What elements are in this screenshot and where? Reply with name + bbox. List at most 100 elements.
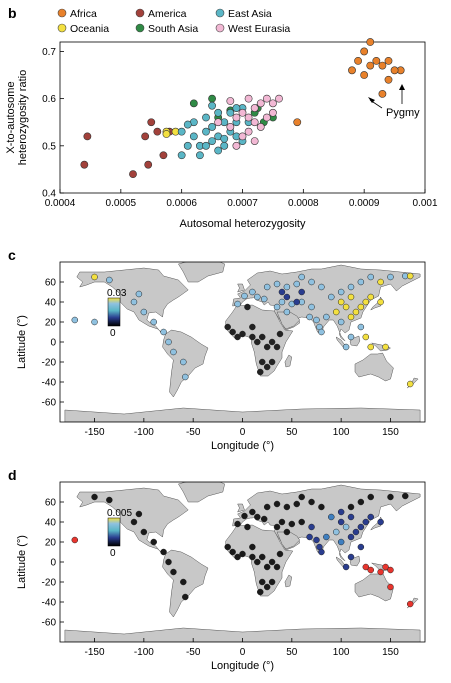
legend-label: America <box>148 8 187 20</box>
map-point <box>283 308 291 316</box>
data-point-africa <box>354 56 362 65</box>
map-point <box>224 323 231 331</box>
map-point <box>306 533 313 541</box>
y-tick-label: 40 <box>45 518 57 529</box>
map-point <box>367 493 374 501</box>
map-point <box>293 298 301 306</box>
data-point-america <box>147 118 156 127</box>
map-point <box>71 316 79 324</box>
map-point <box>367 293 374 301</box>
map-point <box>135 290 143 298</box>
land-mass <box>237 283 245 293</box>
map-point <box>241 292 248 300</box>
map-point <box>357 543 365 551</box>
map-point <box>276 550 284 558</box>
map-point <box>318 283 325 291</box>
map-point <box>382 343 389 351</box>
y-tick-label-b: 0.7 <box>42 47 56 58</box>
map-point <box>170 348 177 356</box>
y-axis-label-b: X-to-autosomeheterozygosity ratio <box>5 70 29 165</box>
colorbar <box>107 517 121 547</box>
data-point-america <box>159 151 168 160</box>
panel-b: b Africa America Oceania South Asia East Asia… <box>5 5 438 230</box>
map-point <box>258 333 266 341</box>
data-point-east-asia <box>214 108 223 117</box>
map-point <box>258 553 266 561</box>
map-point <box>249 323 256 331</box>
x-tick-label: -100 <box>134 427 154 438</box>
map-point <box>249 543 256 551</box>
x-tick-label: 150 <box>382 647 399 658</box>
map-point <box>224 543 231 551</box>
map-point <box>318 328 325 336</box>
data-point-east-asia <box>220 134 229 143</box>
map-point <box>377 298 384 306</box>
map-point <box>254 293 261 301</box>
colorbar-min-label: 0 <box>110 548 116 559</box>
data-point-west-eurasia <box>250 137 259 145</box>
y-tick-label: -20 <box>42 358 57 369</box>
map-point <box>244 303 251 311</box>
map-point <box>362 518 370 526</box>
data-point-west-eurasia <box>250 104 259 112</box>
data-point-africa <box>384 75 393 84</box>
map-point <box>313 536 320 544</box>
map-point <box>135 510 143 518</box>
pygmy-arrowhead <box>399 84 405 90</box>
map-point <box>357 303 365 311</box>
map-point <box>387 493 394 501</box>
data-point-east-asia <box>220 141 229 150</box>
x-tick-label: 100 <box>333 427 350 438</box>
map-point <box>367 273 374 281</box>
data-point-west-eurasia <box>238 108 247 117</box>
legend-marker <box>215 23 225 33</box>
map-point <box>342 303 350 311</box>
map-point <box>263 343 271 351</box>
data-point-america <box>80 160 89 169</box>
map-point <box>342 523 350 531</box>
x-tick-label-b: 0.0005 <box>106 198 137 209</box>
map-point <box>377 518 384 526</box>
data-point-africa <box>366 61 375 70</box>
x-axis-label: Longitude (°) <box>211 660 274 672</box>
x-tick-label: -150 <box>85 427 105 438</box>
data-point-east-asia <box>177 151 186 160</box>
y-tick-label-b: 0.4 <box>42 189 56 200</box>
map-point <box>318 548 325 556</box>
x-axis-label: Longitude (°) <box>211 440 274 452</box>
map-point <box>367 343 374 351</box>
map-point <box>140 308 148 316</box>
map-point <box>347 333 355 341</box>
data-point-africa <box>378 90 387 98</box>
map-point <box>387 583 394 591</box>
x-tick-label: -50 <box>186 427 201 438</box>
map-point <box>165 558 172 566</box>
data-point-east-asia <box>177 127 186 136</box>
x-tick-label: -150 <box>85 647 105 658</box>
land-layer <box>64 482 421 642</box>
map-point <box>387 273 394 281</box>
panel-d: d -150 -100 -50 0 50 100 150 60 40 20 0 -20 -40 -60 Lon… <box>8 467 426 672</box>
y-axis-label-line: X-to-autosome <box>5 81 17 153</box>
land-layer <box>64 262 421 422</box>
map-point <box>367 513 374 521</box>
map-point <box>91 493 98 501</box>
data-point-east-asia <box>226 108 235 117</box>
data-point-west-eurasia <box>244 94 253 103</box>
map-point <box>241 512 248 520</box>
map-point <box>288 520 296 528</box>
panel-label: d <box>8 467 17 483</box>
x-tick-label-b: 0.0004 <box>45 198 76 209</box>
data-point-africa <box>384 56 393 65</box>
y-tick-label-b: 0.6 <box>42 94 56 105</box>
map-point <box>347 533 355 541</box>
map-point <box>283 283 291 291</box>
map-point <box>260 295 268 303</box>
map-point <box>337 298 345 306</box>
y-tick-label: 20 <box>45 318 57 329</box>
x-tick-label: 50 <box>286 647 298 658</box>
x-tick-label: 150 <box>382 427 399 438</box>
map-point <box>308 303 315 311</box>
map-point <box>234 520 241 528</box>
